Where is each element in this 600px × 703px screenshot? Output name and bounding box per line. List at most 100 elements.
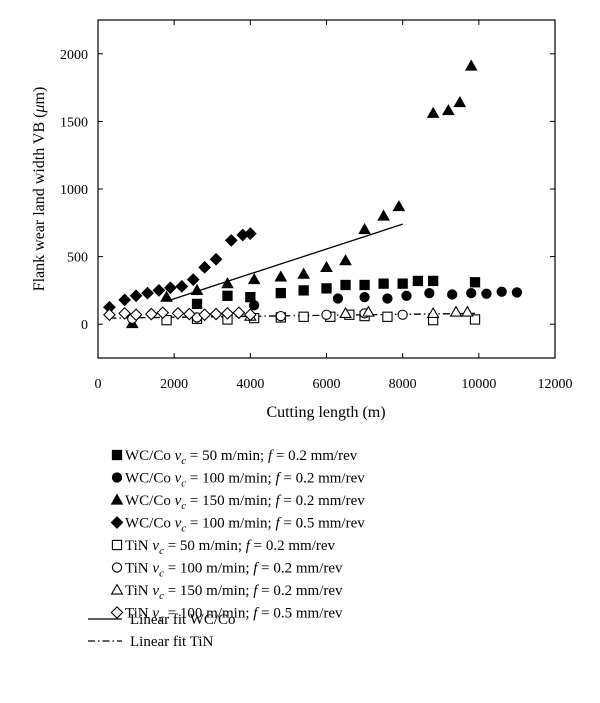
data-point-s8 [209, 307, 223, 321]
legend-label-8: TiN vc = 100 m/min; f = 0.5 mm/rev [125, 606, 343, 625]
data-point-s1 [245, 292, 256, 303]
legend-marker-7 [110, 583, 124, 595]
data-point-s1 [397, 278, 408, 289]
x-tick-label: 2000 [160, 377, 188, 392]
data-points [103, 59, 523, 329]
data-point-s6 [397, 309, 408, 320]
legend-label-5: TiN vc = 50 m/min; f = 0.2 mm/rev [125, 538, 336, 557]
x-axis-title: Cutting length (m) [266, 404, 385, 421]
data-point-s1 [340, 279, 351, 291]
data-point-s1 [378, 278, 389, 289]
data-point-s4 [243, 227, 257, 240]
data-point-s3 [442, 104, 455, 116]
legend-marker-8 [110, 606, 124, 619]
data-point-s2 [401, 290, 412, 301]
data-point-s5 [469, 314, 481, 325]
data-point-s8 [103, 308, 116, 322]
y-tick-label: 0 [81, 318, 88, 333]
data-point-s1 [469, 277, 481, 288]
data-point-s5 [161, 314, 172, 326]
data-point-s2 [496, 286, 507, 297]
data-point-s3 [392, 200, 406, 212]
data-point-s1 [298, 285, 309, 296]
data-point-s3 [320, 260, 333, 273]
y-tick-label: 500 [67, 251, 88, 266]
data-point-s4 [175, 279, 189, 293]
legend-label-3: WC/Co vc = 150 m/min; f = 0.2 mm/rev [125, 493, 365, 512]
data-point-s6 [275, 310, 286, 322]
legend-marker-5 [111, 539, 123, 551]
data-point-s2 [332, 293, 344, 304]
data-point-s3 [453, 95, 467, 108]
data-point-s4 [198, 261, 212, 274]
data-point-s3 [426, 106, 440, 118]
data-point-s6 [321, 309, 332, 320]
data-point-s7 [461, 305, 474, 317]
data-point-s2 [466, 287, 477, 299]
legend-label-2: WC/Co vc = 100 m/min; f = 0.2 mm/rev [125, 471, 365, 490]
data-point-s7 [449, 305, 463, 317]
data-point-s8 [156, 306, 170, 320]
data-point-s2 [447, 289, 458, 300]
data-point-s8 [198, 308, 212, 322]
data-point-s1 [222, 290, 233, 301]
data-point-s1 [359, 279, 370, 291]
data-point-s4 [224, 233, 238, 247]
legend-marker-4 [110, 516, 124, 529]
legend-marker-2 [111, 472, 123, 483]
data-point-s8 [171, 307, 185, 320]
data-point-s2 [382, 293, 393, 304]
data-point-s2 [424, 287, 435, 299]
data-point-s2 [359, 292, 370, 303]
legend: WC/Co vc = 50 m/min; f = 0.2 mm/rev WC/Co… [88, 448, 365, 650]
data-point-s4 [163, 281, 177, 295]
data-point-s2 [248, 300, 260, 311]
data-point-s1 [427, 275, 439, 287]
data-point-s3 [339, 254, 352, 266]
y-tick-label: 1500 [60, 115, 88, 130]
data-point-s3 [358, 223, 371, 235]
data-point-s3 [247, 273, 261, 285]
y-axis-title: Flank wear land width VB (μm) [31, 87, 48, 292]
data-point-s5 [298, 311, 309, 322]
y-tick-label: 2000 [60, 48, 88, 63]
x-tick-label: 8000 [389, 377, 417, 392]
data-point-s5 [382, 311, 393, 322]
data-point-s1 [275, 287, 286, 299]
legend-marker-3 [110, 493, 124, 505]
x-tick-label: 10000 [461, 377, 496, 392]
legend-label-1: WC/Co vc = 50 m/min; f = 0.2 mm/rev [125, 448, 358, 467]
data-point-s2 [511, 287, 523, 298]
fit-lines [109, 223, 476, 319]
data-point-s8 [232, 306, 246, 320]
axis-ticks: 0 2000 4000 6000 8000 10000 12000 0 500 1000 1500 2… [60, 20, 573, 392]
data-point-s7 [339, 306, 352, 318]
legend-label-4: WC/Co vc = 100 m/min; f = 0.5 mm/rev [125, 516, 365, 535]
data-point-s8 [118, 307, 132, 320]
data-point-s4 [209, 252, 223, 266]
x-tick-label: 12000 [538, 377, 573, 392]
data-point-s1 [191, 298, 203, 310]
data-point-s1 [321, 283, 332, 294]
data-point-s8 [243, 308, 257, 322]
y-tick-label: 1000 [60, 183, 88, 198]
x-tick-label: 6000 [313, 377, 341, 392]
legend-label-7: TiN vc = 150 m/min; f = 0.2 mm/rev [125, 583, 343, 602]
data-point-s3 [274, 270, 288, 282]
data-point-s3 [190, 283, 204, 296]
legend-marker-1 [111, 449, 123, 461]
data-point-s4 [129, 289, 143, 303]
data-point-s1 [412, 275, 424, 287]
data-point-s8 [129, 308, 143, 322]
data-point-s8 [144, 307, 158, 321]
data-point-s3 [297, 267, 310, 279]
data-point-s3 [221, 277, 234, 289]
fit-line-1 [166, 223, 403, 302]
x-tick-label: 0 [95, 377, 102, 392]
data-point-s3 [464, 59, 478, 71]
data-point-s2 [481, 288, 492, 299]
data-point-s4 [152, 284, 166, 297]
legend-label-6: TiN vc = 100 m/min; f = 0.2 mm/rev [125, 561, 343, 580]
data-point-s4 [118, 293, 132, 307]
